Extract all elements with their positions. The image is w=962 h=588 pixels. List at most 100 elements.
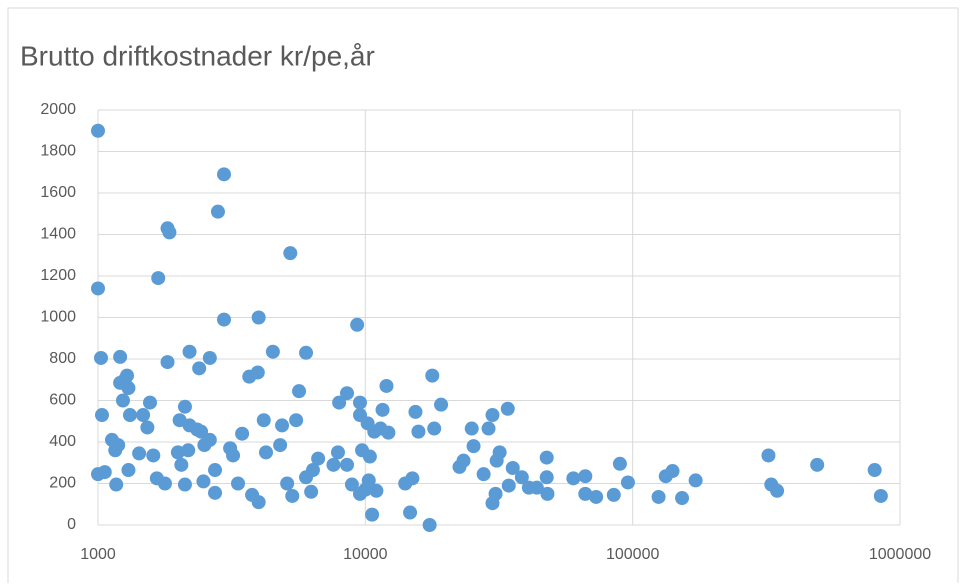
- point: [174, 457, 189, 472]
- point: [578, 486, 593, 501]
- point: [140, 420, 155, 435]
- point: [485, 408, 500, 423]
- point: [160, 355, 175, 370]
- point: [352, 395, 367, 410]
- y-tick-label: 1400: [40, 226, 76, 243]
- point: [481, 421, 496, 436]
- point: [304, 484, 319, 499]
- point: [362, 449, 377, 464]
- point: [867, 463, 882, 478]
- x-tick-label: 1000000: [869, 546, 931, 563]
- point: [97, 465, 112, 480]
- point: [280, 476, 295, 491]
- point: [403, 505, 418, 520]
- point: [182, 344, 197, 359]
- point: [210, 204, 225, 219]
- point: [216, 167, 231, 182]
- x-tick-label: 100000: [606, 546, 659, 563]
- point: [162, 225, 177, 240]
- point: [258, 445, 273, 460]
- point: [578, 469, 593, 484]
- point: [265, 344, 280, 359]
- point: [365, 507, 380, 522]
- point: [136, 408, 151, 423]
- point: [289, 413, 304, 428]
- point: [108, 443, 123, 458]
- point: [422, 518, 437, 532]
- point: [606, 487, 621, 502]
- point: [143, 395, 158, 410]
- x-tick-label: 10000: [343, 546, 388, 563]
- point: [91, 123, 105, 138]
- point: [151, 271, 166, 286]
- y-tick-label: 400: [49, 433, 76, 450]
- point: [202, 350, 217, 365]
- point: [340, 386, 355, 401]
- point: [501, 478, 516, 493]
- point: [94, 408, 109, 423]
- point: [332, 395, 347, 410]
- y-tick-label: 800: [49, 350, 76, 367]
- point: [466, 439, 481, 454]
- point: [770, 483, 785, 498]
- point: [192, 361, 207, 376]
- point: [121, 463, 136, 478]
- y-tick-label: 2000: [40, 101, 76, 118]
- chart-frame: [7, 7, 959, 588]
- point: [539, 450, 554, 465]
- point: [132, 446, 147, 461]
- point: [235, 426, 250, 441]
- point: [425, 368, 440, 383]
- point: [539, 470, 554, 485]
- point: [492, 445, 507, 460]
- point: [340, 457, 355, 472]
- point: [369, 483, 384, 498]
- point: [256, 413, 271, 428]
- point: [113, 349, 128, 364]
- point: [120, 368, 135, 383]
- point: [292, 384, 307, 399]
- point: [589, 489, 604, 504]
- point: [196, 474, 211, 489]
- point: [251, 495, 266, 510]
- point: [344, 477, 359, 492]
- point: [202, 432, 217, 447]
- point: [488, 486, 503, 501]
- y-tick-label: 600: [49, 392, 76, 409]
- point: [91, 281, 105, 296]
- point: [566, 471, 581, 486]
- point: [540, 486, 555, 501]
- point: [121, 381, 136, 396]
- y-tick-label: 200: [49, 475, 76, 492]
- point: [411, 424, 426, 439]
- point: [873, 488, 888, 503]
- point: [146, 448, 161, 463]
- point: [350, 317, 365, 332]
- point: [456, 453, 471, 468]
- point: [505, 460, 520, 475]
- point: [305, 463, 320, 478]
- point: [93, 350, 108, 365]
- point: [665, 464, 680, 479]
- point: [381, 425, 396, 440]
- point: [285, 488, 300, 503]
- point: [177, 477, 192, 492]
- point: [157, 476, 172, 491]
- point: [275, 418, 290, 433]
- point: [226, 448, 241, 463]
- point: [122, 408, 137, 423]
- point: [476, 467, 491, 482]
- point: [464, 421, 479, 436]
- x-tick-label: 1000: [80, 546, 116, 563]
- point: [231, 476, 246, 491]
- chart-title: Brutto driftkostnader kr/pe,år: [20, 40, 375, 71]
- point: [216, 312, 231, 327]
- point: [375, 402, 390, 417]
- point: [405, 471, 420, 486]
- point: [283, 246, 298, 261]
- point: [810, 457, 825, 472]
- point: [330, 445, 345, 460]
- y-tick-label: 1600: [40, 184, 76, 201]
- point: [251, 310, 266, 325]
